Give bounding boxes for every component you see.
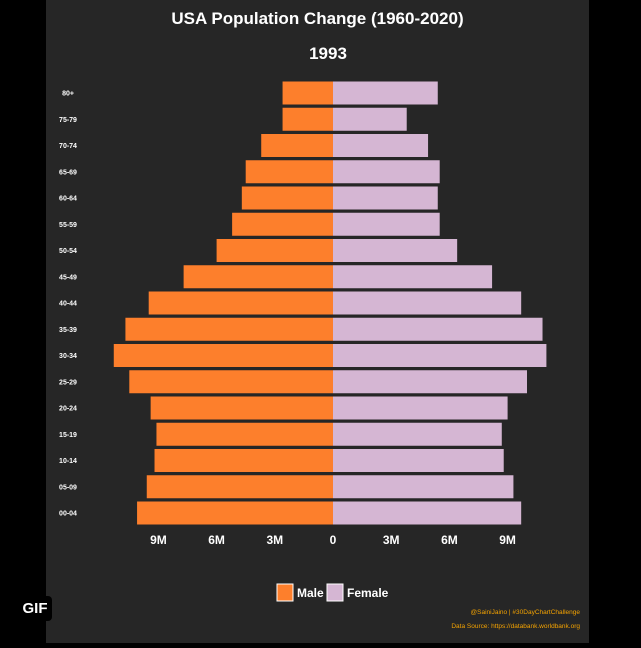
chart-year-subtitle: 1993	[309, 44, 347, 63]
bar-female-60-64	[333, 186, 438, 210]
bars-group	[113, 81, 547, 525]
bar-female-00-04	[333, 501, 522, 525]
bar-female-70-74	[333, 134, 429, 157]
bar-female-80+	[333, 81, 438, 105]
x-tick-label: 6M	[441, 533, 458, 547]
bar-female-10-14	[333, 449, 504, 472]
bar-male-75-79	[282, 107, 333, 131]
bar-male-60-64	[241, 186, 333, 210]
bar-female-20-24	[333, 396, 508, 420]
gif-badge: GIF	[18, 596, 52, 621]
bar-female-75-79	[333, 107, 407, 131]
bar-male-15-19	[156, 422, 333, 446]
bar-female-05-09	[333, 475, 514, 499]
x-tick-label: 0	[330, 533, 337, 547]
bar-male-80+	[282, 81, 333, 105]
bar-female-40-44	[333, 291, 522, 315]
age-label-25-29: 25-29	[59, 379, 77, 386]
legend-label-female: Female	[347, 586, 389, 600]
bar-female-55-59	[333, 212, 440, 236]
age-label-20-24: 20-24	[59, 406, 77, 413]
bar-male-70-74	[261, 134, 333, 157]
bar-female-45-49	[333, 265, 493, 289]
x-tick-label: 3M	[383, 533, 400, 547]
credit-source: Data Source: https://databank.worldbank.…	[451, 623, 580, 630]
age-label-50-54: 50-54	[59, 248, 77, 255]
bar-male-35-39	[125, 317, 333, 341]
age-label-00-04: 00-04	[59, 511, 77, 518]
age-label-65-69: 65-69	[59, 169, 77, 176]
x-tick-label: 9M	[150, 533, 167, 547]
bar-male-40-44	[148, 291, 333, 315]
age-label-60-64: 60-64	[59, 196, 77, 203]
bar-male-50-54	[216, 239, 333, 262]
x-tick-label: 9M	[499, 533, 516, 547]
bar-male-55-59	[232, 212, 333, 236]
age-group-labels: 80+ 75-79 70-74 65-69 60-64 55-59 50-54 45-49 40…	[59, 91, 77, 518]
x-tick-label: 6M	[208, 533, 225, 547]
bar-male-65-69	[245, 160, 333, 184]
chart-panel: USA Population Change (1960-2020) 1993 8…	[46, 0, 589, 643]
age-label-70-74: 70-74	[59, 143, 77, 150]
bar-male-25-29	[129, 370, 333, 394]
chart-title: USA Population Change (1960-2020)	[171, 9, 463, 28]
age-label-45-49: 45-49	[59, 274, 77, 281]
x-axis-tick-labels: 9M 6M 3M 0 3M 6M 9M	[150, 533, 516, 547]
legend-swatch-female	[326, 583, 344, 602]
age-label-75-79: 75-79	[59, 117, 77, 124]
age-label-35-39: 35-39	[59, 327, 77, 334]
age-label-10-14: 10-14	[59, 458, 77, 465]
bar-male-10-14	[154, 449, 333, 472]
bar-female-25-29	[333, 370, 527, 394]
bar-female-50-54	[333, 239, 458, 262]
bar-male-05-09	[146, 475, 333, 499]
legend-label-male: Male	[297, 586, 324, 600]
age-label-30-34: 30-34	[59, 353, 77, 360]
population-pyramid-chart: USA Population Change (1960-2020) 1993 8…	[59, 9, 581, 630]
bar-female-35-39	[333, 317, 543, 341]
age-label-80+: 80+	[62, 91, 74, 98]
bar-male-45-49	[183, 265, 333, 289]
age-label-55-59: 55-59	[59, 222, 77, 229]
age-label-05-09: 05-09	[59, 484, 77, 491]
bar-female-65-69	[333, 160, 440, 184]
legend-swatch-male	[276, 583, 294, 602]
bar-male-20-24	[150, 396, 333, 420]
legend: Male Female	[276, 583, 389, 602]
bar-female-15-19	[333, 422, 502, 446]
bar-male-30-34	[113, 344, 333, 367]
age-label-15-19: 15-19	[59, 432, 77, 439]
x-tick-label: 3M	[266, 533, 283, 547]
bar-female-30-34	[333, 344, 547, 367]
age-label-40-44: 40-44	[59, 301, 77, 308]
bar-male-00-04	[137, 501, 333, 525]
credit-handle: @SainiJaino | #30DayChartChallenge	[471, 609, 581, 616]
